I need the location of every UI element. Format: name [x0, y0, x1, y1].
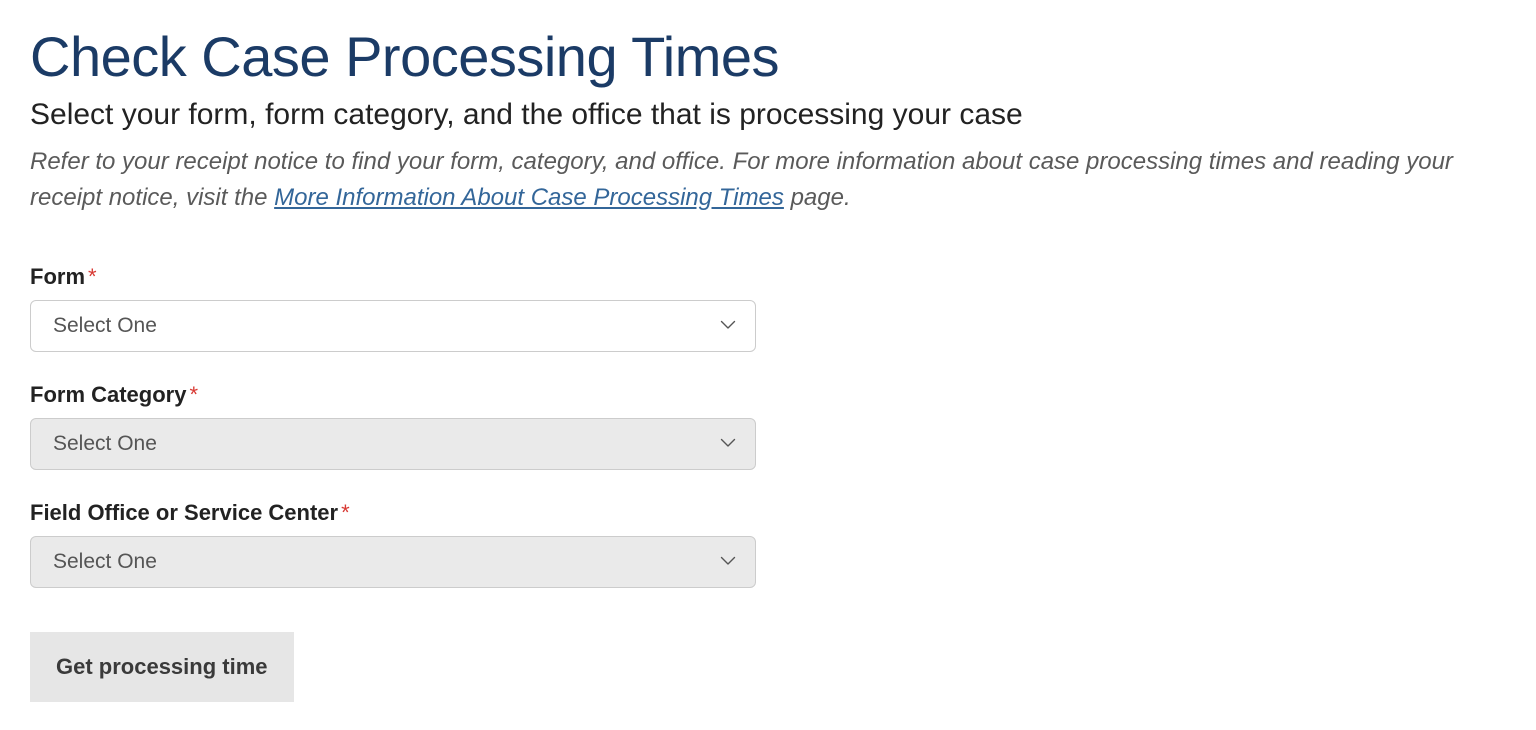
form-select-wrapper: Select One	[30, 300, 756, 352]
category-select[interactable]: Select One	[30, 418, 756, 470]
category-select-wrapper: Select One	[30, 418, 756, 470]
required-asterisk: *	[189, 382, 198, 407]
form-label: Form*	[30, 264, 1506, 290]
instruction-suffix: page.	[784, 184, 851, 211]
office-field-group: Field Office or Service Center* Select O…	[30, 500, 1506, 588]
office-label-text: Field Office or Service Center	[30, 500, 338, 525]
form-field-group: Form* Select One	[30, 264, 1506, 352]
more-info-link[interactable]: More Information About Case Processing T…	[274, 184, 784, 211]
required-asterisk: *	[88, 264, 97, 289]
office-select[interactable]: Select One	[30, 536, 756, 588]
office-select-wrapper: Select One	[30, 536, 756, 588]
category-field-group: Form Category* Select One	[30, 382, 1506, 470]
form-label-text: Form	[30, 264, 85, 289]
required-asterisk: *	[341, 500, 350, 525]
form-select[interactable]: Select One	[30, 300, 756, 352]
page-title: Check Case Processing Times	[30, 28, 1506, 87]
office-label: Field Office or Service Center*	[30, 500, 1506, 526]
page-subtitle: Select your form, form category, and the…	[30, 95, 1506, 134]
category-label: Form Category*	[30, 382, 1506, 408]
category-label-text: Form Category	[30, 382, 186, 407]
get-processing-time-button[interactable]: Get processing time	[30, 632, 294, 702]
instruction-text: Refer to your receipt notice to find you…	[30, 144, 1506, 216]
